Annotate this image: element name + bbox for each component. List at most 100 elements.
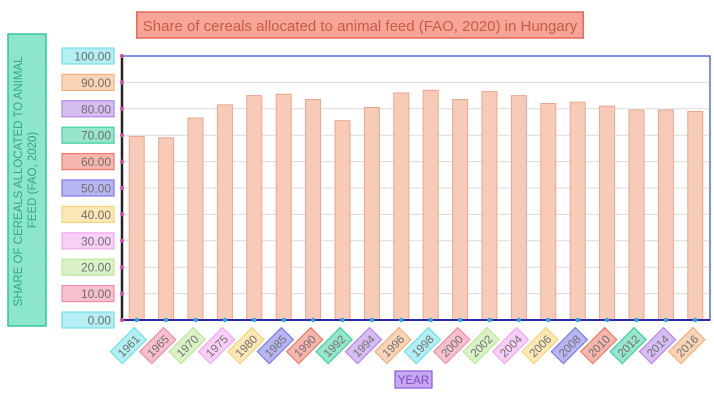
bar-1990 — [305, 99, 322, 321]
x-tick-dot — [487, 317, 492, 323]
y-tick-dot — [120, 318, 124, 322]
bar-1996 — [393, 92, 410, 321]
y-tick-label-box — [61, 179, 115, 197]
x-tick-dot — [369, 317, 375, 323]
x-tick-label-box — [374, 326, 412, 365]
y-tick-label-box — [61, 258, 115, 276]
y-tick-label-box — [61, 232, 115, 250]
x-tick-dot — [134, 317, 139, 323]
bar-1965 — [158, 137, 175, 321]
bar-1980 — [246, 95, 263, 321]
x-tick-label-group: 2010 — [579, 326, 618, 365]
x-tick-label-group: 2008 — [550, 326, 589, 365]
y-tick-dot — [120, 54, 124, 58]
y-tick-label-box — [61, 153, 115, 171]
bar-2000 — [452, 99, 469, 321]
y-tick-label-box — [61, 205, 115, 223]
x-tick-label-group: 1994 — [344, 326, 383, 365]
x-tick-dot — [604, 317, 610, 323]
x-tick-label-group: 2000 — [432, 326, 471, 365]
x-tick-label-box — [197, 326, 236, 365]
x-tick-label-box — [315, 326, 354, 365]
x-tick-dot — [193, 317, 198, 323]
x-tick-label-group: 2012 — [609, 326, 648, 365]
x-tick-label-box — [491, 326, 530, 365]
x-tick-label-group: 2004 — [491, 326, 530, 365]
x-tick-label-group: 2014 — [638, 326, 677, 365]
x-axis-label-group: YEAR — [394, 370, 433, 389]
x-tick-label-box — [403, 326, 442, 365]
y-tick-dot — [120, 159, 124, 164]
y-tick-dot — [120, 80, 124, 85]
x-tick-label-box — [579, 326, 618, 365]
bar-2004 — [510, 95, 527, 321]
y-tick-label-box — [61, 126, 115, 144]
chart-title-box — [136, 11, 584, 39]
x-tick-label-group: 1961 — [109, 326, 148, 365]
x-tick-dot — [634, 317, 639, 323]
y-tick-label: 60.00 — [81, 155, 111, 169]
x-tick-label-box — [109, 326, 148, 365]
y-tick-label: 20.00 — [81, 261, 111, 275]
y-tick-label: 50.00 — [81, 182, 111, 196]
x-tick-label-group: 1998 — [403, 326, 442, 365]
x-tick-dot — [663, 317, 669, 323]
x-tick-label-box — [168, 326, 207, 365]
x-axis-label-box — [394, 370, 433, 389]
x-tick-label-group: 1975 — [197, 326, 236, 365]
x-tick-label-box — [256, 326, 295, 365]
bar-2006 — [540, 103, 557, 321]
x-tick-dot — [399, 317, 404, 323]
y-tick-dot — [120, 265, 124, 270]
y-tick-labels: 0.00 10.00 20.00 30.00 40.00 50.00 60.00 70.00 8… — [61, 47, 124, 329]
y-tick-dot — [120, 186, 124, 190]
y-tick-label-box — [61, 47, 115, 65]
y-tick-label: 100.00 — [74, 50, 111, 64]
bar-2008 — [569, 101, 586, 321]
chart-title-group: Share of cereals allocated to animal fee… — [136, 11, 584, 39]
x-tick-dot — [252, 317, 257, 323]
x-tick-label-box — [432, 326, 471, 365]
x-tick-label-box — [668, 326, 706, 365]
y-tick-label: 90.00 — [81, 76, 111, 90]
x-tick-dot — [693, 317, 698, 323]
x-tick-label-box — [609, 326, 648, 365]
x-tick-label-group: 2006 — [521, 326, 559, 365]
y-tick-label: 0.00 — [88, 314, 112, 328]
y-axis-label-box — [7, 33, 47, 327]
x-tick-label-box — [521, 326, 559, 365]
y-axis-label-line-1: SHARE OF CEREALS ALLOCATED TO ANIMAL — [13, 56, 25, 306]
x-tick-dot — [163, 317, 169, 323]
y-tick-dot — [120, 133, 124, 138]
y-tick-label: 80.00 — [81, 102, 111, 116]
bars — [128, 89, 704, 321]
gridlines — [122, 81, 710, 295]
x-tick-label-group: 1996 — [374, 326, 412, 365]
x-tick-label-group: 1985 — [256, 326, 295, 365]
x-tick-dot — [428, 317, 433, 323]
bar-1970 — [187, 117, 204, 321]
x-tick-label-group: 1980 — [227, 326, 265, 365]
y-axis-label-group: SHARE OF CEREALS ALLOCATED TO ANIMAL FEE… — [7, 33, 47, 327]
x-tick-dot — [310, 317, 316, 323]
x-tick-label-box — [227, 326, 265, 365]
bar-2016 — [687, 110, 704, 321]
x-tick-label-group: 1990 — [285, 326, 324, 365]
bar-2010 — [599, 105, 616, 321]
y-tick-label: 10.00 — [81, 287, 111, 301]
y-axis-label: SHARE OF CEREALS ALLOCATED TO ANIMAL FEE… — [13, 54, 39, 307]
x-tick-label-box — [462, 326, 501, 365]
y-tick-label: 30.00 — [81, 234, 111, 248]
x-tick-label-group: 2016 — [668, 326, 706, 365]
x-tick-label-box — [138, 326, 177, 365]
x-tick-labels: 1961 1965 1970 1975 1980 1985 1990 1992 1994 1996… — [109, 317, 706, 365]
y-tick-label: 40.00 — [81, 208, 111, 222]
x-tick-label-group: 1970 — [168, 326, 207, 365]
y-tick-dot — [120, 291, 124, 296]
x-tick-label-box — [550, 326, 589, 365]
x-tick-dot — [516, 317, 522, 323]
x-tick-dot — [457, 317, 463, 323]
y-tick-label-box — [61, 285, 115, 303]
y-tick-label-box — [61, 311, 115, 329]
